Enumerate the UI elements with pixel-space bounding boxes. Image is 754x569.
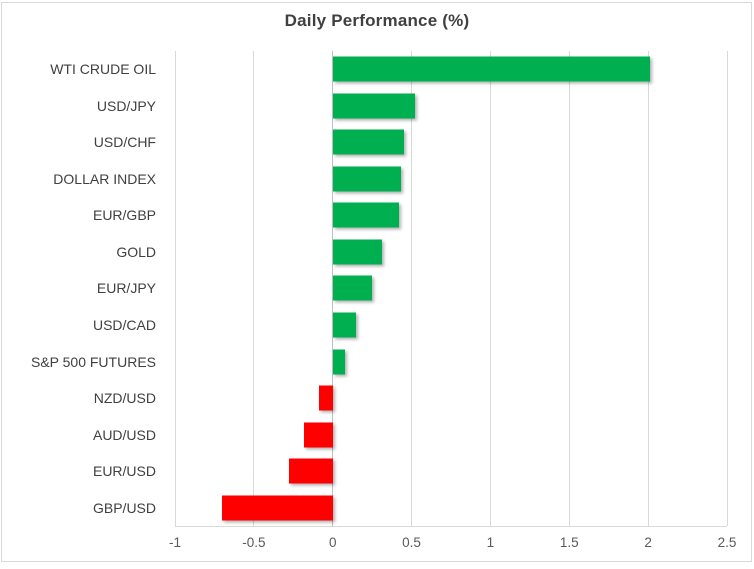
bar-row <box>175 343 727 380</box>
bar-row <box>175 51 727 88</box>
category-label: EUR/GBP <box>92 207 156 224</box>
category-label: NZD/USD <box>93 390 156 407</box>
bar <box>304 422 333 448</box>
bar-row <box>175 380 727 417</box>
value-axis: -1 -0.5 0 0.5 1 1.5 2 2.5 <box>169 535 736 555</box>
gridline <box>568 51 570 526</box>
category-label: GOLD <box>116 243 156 260</box>
category-label: AUD/USD <box>92 426 156 443</box>
category-label: USD/JPY <box>96 97 156 114</box>
bar <box>332 239 382 265</box>
bar <box>332 93 415 119</box>
bar-row <box>175 489 727 526</box>
x-axis-tick-label: 0.5 <box>402 535 421 550</box>
category-label: EUR/USD <box>92 463 156 480</box>
category-label: WTI CRUDE OIL <box>50 61 156 78</box>
bar-row <box>175 234 727 271</box>
bar-row <box>175 197 727 234</box>
bar <box>288 458 333 484</box>
bar <box>332 202 399 228</box>
category-label: DOLLAR INDEX <box>53 170 156 187</box>
bar <box>332 312 357 338</box>
bar-row <box>175 416 727 453</box>
bar-row <box>175 270 727 307</box>
plot-area <box>174 51 728 527</box>
gridline <box>489 51 491 526</box>
bar <box>332 349 346 375</box>
gridline <box>174 51 176 526</box>
category-label: USD/CHF <box>93 134 156 151</box>
x-axis-tick-label: 2 <box>644 535 652 550</box>
bar-series <box>175 51 727 526</box>
bar <box>332 166 401 192</box>
bar-row <box>175 88 727 125</box>
gridline <box>253 51 255 526</box>
bar <box>332 56 650 82</box>
x-axis-tick-label: 1 <box>486 535 495 550</box>
bar <box>332 129 404 155</box>
bar <box>332 275 373 301</box>
category-label: GBP/USD <box>92 499 156 516</box>
category-label: USD/CAD <box>92 316 156 333</box>
bar-row <box>175 453 727 490</box>
bar-row <box>175 124 727 161</box>
bar-row <box>175 307 727 344</box>
x-axis-tick-label: 2.5 <box>717 535 737 550</box>
gridline <box>726 51 728 526</box>
x-axis-tick-label: -0.5 <box>242 535 266 550</box>
x-axis-tick-label: -1 <box>168 535 182 550</box>
category-label: S&P 500 FUTURES <box>30 353 156 370</box>
category-label: EUR/JPY <box>96 280 156 297</box>
bar <box>318 385 333 411</box>
bar-row <box>175 161 727 198</box>
chart-title: Daily Performance (%) <box>284 11 470 30</box>
category-axis-labels: WTI CRUDE OIL USD/JPY USD/CHF DOLLAR INDEX E… <box>0 51 160 526</box>
x-axis-tick-label: 1.5 <box>559 535 579 550</box>
x-axis-tick-label: 0 <box>328 535 337 550</box>
gridline <box>647 51 649 526</box>
bar <box>222 495 333 521</box>
gridline <box>411 51 413 526</box>
